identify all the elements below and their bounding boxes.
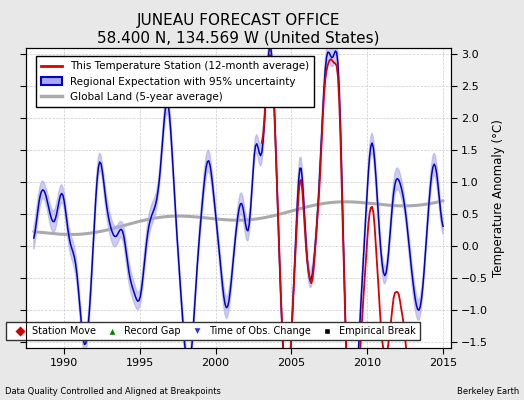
Text: Berkeley Earth: Berkeley Earth <box>456 387 519 396</box>
Text: Data Quality Controlled and Aligned at Breakpoints: Data Quality Controlled and Aligned at B… <box>5 387 221 396</box>
Title: JUNEAU FORECAST OFFICE
58.400 N, 134.569 W (United States): JUNEAU FORECAST OFFICE 58.400 N, 134.569… <box>97 13 380 46</box>
Y-axis label: Temperature Anomaly (°C): Temperature Anomaly (°C) <box>492 119 505 277</box>
Legend: Station Move, Record Gap, Time of Obs. Change, Empirical Break: Station Move, Record Gap, Time of Obs. C… <box>6 322 420 340</box>
